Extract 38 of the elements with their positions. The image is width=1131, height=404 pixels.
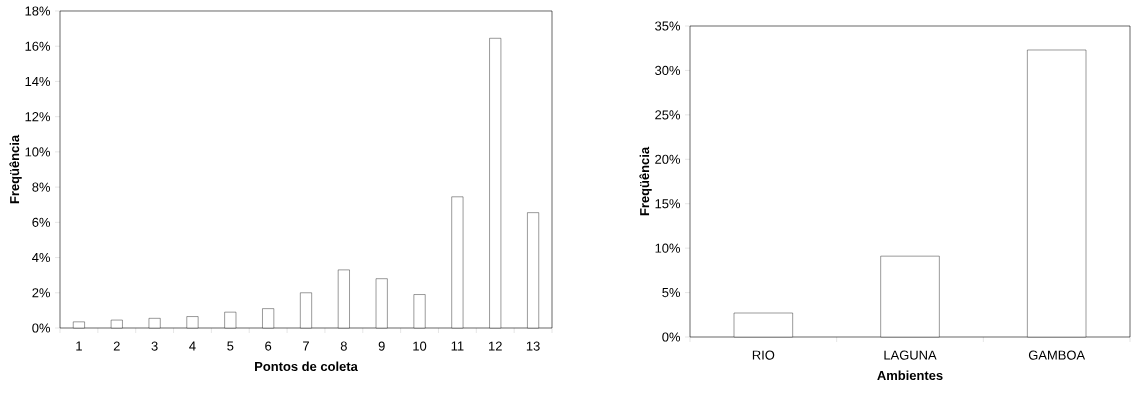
x-tick-label: 1: [76, 341, 82, 351]
x-axis-title: Ambientes: [877, 370, 943, 381]
y-tick-label: 10%: [655, 243, 681, 253]
x-tick-label: GAMBOA: [1028, 350, 1086, 360]
y-tick-label: 14%: [25, 76, 51, 86]
y-tick-label: 25%: [655, 110, 681, 120]
y-tick-label: 30%: [655, 65, 681, 76]
x-tick-label: 8: [340, 341, 347, 351]
x-tick-label: 13: [526, 341, 540, 351]
y-tick-label: 0%: [662, 332, 681, 342]
y-tick-label: 6%: [32, 217, 51, 227]
x-tick-label: 9: [378, 341, 385, 351]
y-tick-label: 10%: [25, 147, 51, 157]
y-tick-label: 5%: [662, 288, 681, 298]
x-tick-label: 3: [151, 341, 158, 351]
y-tick-label: 4%: [32, 253, 51, 263]
y-tick-label: 18%: [25, 6, 51, 16]
x-tick-label: 2: [113, 341, 120, 351]
y-tick-label: 2%: [32, 288, 51, 298]
x-tick-label: 5: [227, 341, 234, 351]
y-tick-label: 20%: [655, 154, 681, 164]
y-tick-label: 0%: [32, 323, 51, 333]
x-tick-label: LAGUNA: [884, 350, 937, 360]
y-tick-label: 12%: [25, 112, 51, 122]
y-tick-label: 16%: [25, 41, 51, 51]
x-tick-label: 6: [265, 341, 272, 351]
x-tick-label: RIO: [752, 350, 775, 360]
y-axis-title: Freqüência: [639, 146, 652, 216]
x-axis-title: Pontos de coleta: [255, 361, 358, 372]
y-axis-title: Freqüência: [9, 134, 22, 204]
x-tick-label: 7: [303, 341, 309, 351]
y-tick-label: 8%: [32, 182, 51, 192]
x-tick-label: 11: [451, 341, 464, 351]
x-tick-label: 4: [189, 341, 196, 351]
y-tick-label: 15%: [655, 199, 681, 209]
x-tick-label: 10: [413, 341, 427, 351]
y-tick-label: 35%: [655, 21, 681, 31]
x-tick-label: 12: [489, 341, 502, 351]
